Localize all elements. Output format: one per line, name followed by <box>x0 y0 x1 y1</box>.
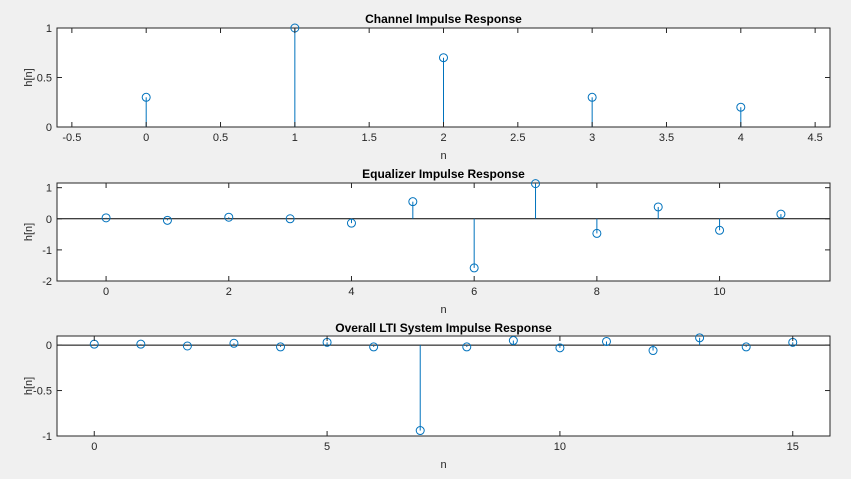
stem-marks <box>101 179 786 273</box>
y-ticks: 00.51 <box>37 23 830 134</box>
y-ticks: -1 -0.5 0 <box>33 340 830 443</box>
y-axis-label: h[n] <box>23 223 35 241</box>
stem-marker <box>346 218 356 228</box>
x-tick-label: 3.5 <box>659 132 674 144</box>
stem-marker <box>531 179 541 189</box>
x-tick-label: -0.5 <box>62 132 81 144</box>
stem-marker <box>592 228 602 238</box>
x-tick-label: 8 <box>594 286 600 298</box>
stem-marker <box>276 342 286 352</box>
stem-marker <box>224 212 234 222</box>
y-tick-label: 0 <box>46 214 52 226</box>
x-tick-label: 2 <box>226 286 232 298</box>
x-ticks: 0 2 4 6 8 10 <box>103 183 726 298</box>
y-tick-label: -2 <box>42 276 52 288</box>
stem-marker <box>776 209 786 219</box>
stem-marker <box>415 426 425 436</box>
x-tick-label: 0 <box>91 441 97 453</box>
x-tick-label: 0 <box>143 132 149 144</box>
stem-marker <box>469 263 479 273</box>
x-tick-label: 1.5 <box>362 132 377 144</box>
stem-marker <box>408 197 418 207</box>
y-tick-label: 0 <box>46 122 52 134</box>
stem-marker <box>555 343 565 353</box>
x-tick-label: 2 <box>440 132 446 144</box>
y-tick-label: -0.5 <box>33 386 52 398</box>
chart-title: Overall LTI System Impulse Response <box>335 321 552 335</box>
stem-marker <box>229 338 239 348</box>
x-tick-label: 0 <box>103 286 109 298</box>
stem-marker <box>653 202 663 212</box>
stem-marker <box>587 92 597 102</box>
stem-marker <box>648 346 658 356</box>
stem-marker <box>285 214 295 224</box>
y-tick-label: -1 <box>42 245 52 257</box>
y-tick-label: -1 <box>42 431 52 443</box>
chart-title: Equalizer Impulse Response <box>362 167 525 181</box>
stem-marker <box>462 342 472 352</box>
axes-box <box>56 182 831 282</box>
stem-marks <box>141 23 746 127</box>
x-tick-label: 3 <box>589 132 595 144</box>
x-tick-label: 4 <box>348 286 354 298</box>
axes-box <box>56 335 831 437</box>
x-tick-label: 6 <box>471 286 477 298</box>
stem-marker <box>736 102 746 112</box>
y-tick-label: 0.5 <box>37 73 52 85</box>
y-tick-label: 1 <box>46 23 52 35</box>
subplot-overall: 0 5 10 15 -1 -0.5 0 Overall LTI System Impuls… <box>23 321 831 471</box>
x-axis-label: n <box>440 459 446 471</box>
stem-marker <box>508 336 518 346</box>
x-tick-label: 10 <box>554 441 566 453</box>
x-tick-label: 4 <box>738 132 744 144</box>
x-tick-label: 4.5 <box>807 132 822 144</box>
x-axis-label: n <box>440 150 446 162</box>
y-tick-label: 1 <box>46 183 52 195</box>
x-tick-label: 1 <box>292 132 298 144</box>
stem-marker <box>182 341 192 351</box>
y-axis-label: h[n] <box>23 377 35 395</box>
x-tick-label: 2.5 <box>510 132 525 144</box>
x-tick-label: 10 <box>713 286 725 298</box>
stem-marker <box>141 92 151 102</box>
stem-marker <box>439 53 448 63</box>
y-ticks: -2 -1 0 1 <box>42 183 830 288</box>
x-tick-label: 0.5 <box>213 132 228 144</box>
stem-marker <box>162 215 172 225</box>
stem-marker <box>369 342 379 352</box>
y-tick-label: 0 <box>46 340 52 352</box>
x-tick-label: 15 <box>787 441 799 453</box>
x-ticks: 0 5 10 15 <box>91 336 799 453</box>
y-axis-label: h[n] <box>23 68 35 86</box>
stem-marker <box>601 336 611 346</box>
stem-marker <box>136 339 146 349</box>
subplot-channel: -0.5 0 0.5 1 1.5 2 2.5 3 3.5 4 4.5 00.51 Channel I… <box>23 12 831 162</box>
x-ticks: -0.5 0 0.5 1 1.5 2 2.5 3 3.5 4 4.5 <box>62 28 823 144</box>
stem-marker <box>715 225 725 235</box>
stem-marker <box>741 342 751 352</box>
x-axis-label: n <box>440 304 446 316</box>
x-tick-label: 5 <box>324 441 330 453</box>
chart-title: Channel Impulse Response <box>365 12 522 26</box>
subplot-equalizer: 0 2 4 6 8 10 -2 -1 0 1 Equalizer Impulse Respons… <box>23 167 831 316</box>
stem-marker <box>695 333 705 343</box>
stem-marker <box>101 213 111 223</box>
